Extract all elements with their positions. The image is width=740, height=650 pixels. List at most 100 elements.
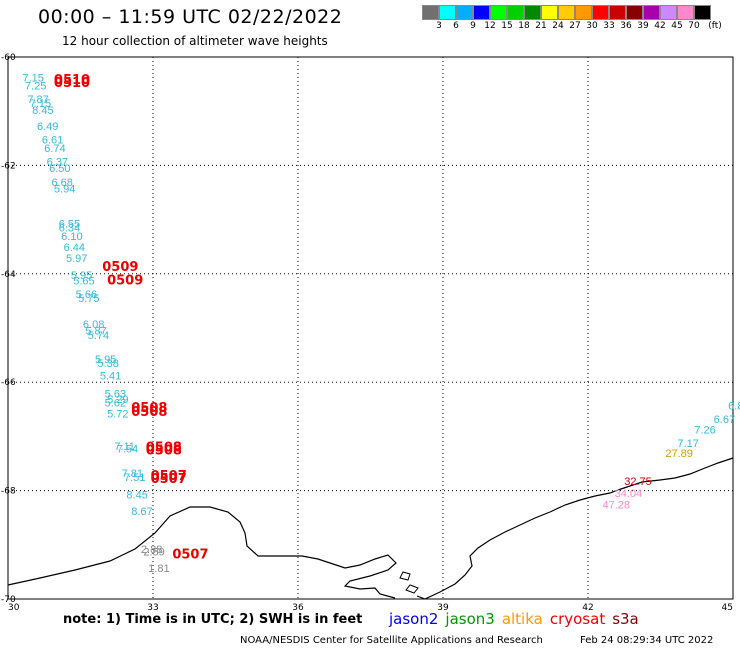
coastline-islets (399, 571, 419, 594)
coastline-east (416, 457, 734, 600)
wave-height-value: 6.49 (37, 121, 58, 133)
wave-height-value: 5.75 (78, 293, 99, 305)
map-title: 00:00 – 11:59 UTC 02/22/2022 (38, 6, 343, 28)
pass-time-label: 0508 (146, 443, 182, 458)
note-text: note: 1) Time is in UTC; 2) SWH is in fe… (63, 612, 363, 627)
colorbar-swatch (609, 5, 626, 20)
pass-time-label: 0508 (131, 405, 167, 420)
pass-time-label: 0508 (146, 441, 182, 456)
colorbar-label: 15 (501, 21, 513, 31)
colorbar-label: 42 (654, 21, 666, 31)
colorbar-label: 70 (688, 21, 700, 31)
wave-height-value: 5.38 (97, 358, 118, 370)
wave-height-value: 6.74 (44, 143, 65, 155)
colorbar-label: 30 (586, 21, 598, 31)
wave-height-value: 6.08 (83, 319, 104, 331)
wave-height-value: 6.44 (64, 242, 85, 254)
colorbar-swatch (558, 5, 575, 20)
latitude-label: -62 (1, 161, 16, 171)
wave-height-value: 7.11 (114, 441, 135, 453)
wave-height-value: 8.67 (131, 506, 152, 518)
latitude-labels: -60 -62 -64 -66 -68 -70 (1, 53, 16, 605)
wave-height-value: 7.26 (694, 425, 715, 437)
pass-time-label: 0507 (151, 469, 187, 484)
wave-height-value: 6.50 (49, 163, 70, 175)
wave-height-value: 5.97 (66, 253, 87, 265)
pass-time-label: 0508 (131, 401, 167, 416)
colorbar-label: 27 (569, 21, 581, 31)
colorbar-label: 12 (484, 21, 496, 31)
wave-height-value: 5.72 (107, 408, 128, 420)
colorbar-label: 33 (603, 21, 615, 31)
wave-height-value: 5.29 (107, 394, 128, 406)
wave-height-value: 6.10 (61, 231, 82, 243)
colorbar-label: 3 (436, 21, 442, 31)
wave-height-value: 7.15 (23, 72, 44, 84)
longitude-labels: 30 33 36 39 42 45 (8, 603, 733, 613)
wave-height-value: 47.28 (603, 499, 631, 511)
colorbar-label: 36 (620, 21, 632, 31)
wave-height-value: 7.51 (124, 472, 145, 484)
wave-height-value: 6.61 (42, 135, 63, 147)
colorbar-label: 45 (671, 21, 683, 31)
colorbar-swatch (439, 5, 456, 20)
longitude-label: 42 (582, 603, 593, 613)
longitude-label: 45 (722, 603, 733, 613)
pass-time-label: 0510 (54, 73, 90, 88)
wave-height-value: 2.88 (141, 544, 162, 556)
wave-height-value: 7.54 (117, 444, 138, 456)
wave-height-value: 5.95 (95, 354, 116, 366)
footer-credit: NOAA/NESDIS Center for Satellite Applica… (240, 635, 543, 646)
latitude-label: -64 (1, 270, 16, 280)
pass-time-label: 0510 (54, 76, 90, 91)
graticule (8, 57, 733, 599)
legend-jason2: jason2 (389, 610, 439, 628)
wave-height-value: 5.66 (76, 289, 97, 301)
colorbar-label: 39 (637, 21, 649, 31)
longitude-label: 30 (8, 603, 20, 613)
wave-height-value: 2.59 (143, 547, 164, 559)
wave-height-value: 7.17 (677, 438, 698, 450)
colorbar-swatch (694, 5, 711, 20)
wave-height-value: 6.55 (59, 219, 80, 231)
colorbar-label: 24 (552, 21, 564, 31)
wave-height-value: 5.65 (73, 276, 94, 288)
colorbar-swatch (643, 5, 660, 20)
colorbar-label: 6 (453, 21, 459, 31)
wave-height-value: 5.62 (105, 398, 126, 410)
wave-height-value: 6.37 (47, 156, 68, 168)
coastline-main (7, 506, 397, 599)
wave-height-value: 5.41 (100, 370, 121, 382)
legend-jason3: jason3 (445, 610, 495, 628)
colorbar-label: 18 (518, 21, 530, 31)
colorbar-label: (ft) (708, 21, 722, 31)
colorbar-swatch (592, 5, 609, 20)
longitude-label: 39 (437, 603, 449, 613)
wave-height-value: 7.87 (27, 94, 48, 106)
map-subtitle: 12 hour collection of altimeter wave hei… (62, 34, 328, 48)
colorbar-swatch (456, 5, 473, 20)
latitude-label: -66 (1, 378, 16, 388)
satellite-pass-labels: 0510051005090509050805080508050805070507… (54, 73, 209, 562)
latitude-label: -70 (1, 595, 16, 605)
colorbar-swatch (507, 5, 524, 20)
colorbar-swatch (626, 5, 643, 20)
wave-height-value: 6.82 (728, 400, 740, 412)
wave-height-value: 1.81 (148, 563, 169, 575)
wave-height-value: 27.89 (665, 448, 693, 460)
colorbar-label: 9 (470, 21, 476, 31)
legend-s3a: s3a (612, 610, 639, 628)
pass-time-label: 0509 (107, 274, 143, 289)
colorbar-swatch (677, 5, 694, 20)
pass-time-label: 0507 (172, 547, 208, 562)
longitude-label: 33 (147, 603, 158, 613)
wave-height-value: 32.75 (624, 476, 652, 488)
colorbar-labels: 3 6 9 12 15 18 21 24 27 30 33 36 39 42 45 70 (ft) (422, 21, 740, 33)
legend-cryosat: cryosat (549, 610, 606, 628)
colorbar-swatch (524, 5, 541, 20)
latitude-label: -60 (1, 53, 16, 63)
colorbar-swatch (422, 5, 439, 20)
colorbar-swatch (490, 5, 507, 20)
footer-timestamp: Feb 24 08:29:34 UTC 2022 (580, 635, 714, 646)
